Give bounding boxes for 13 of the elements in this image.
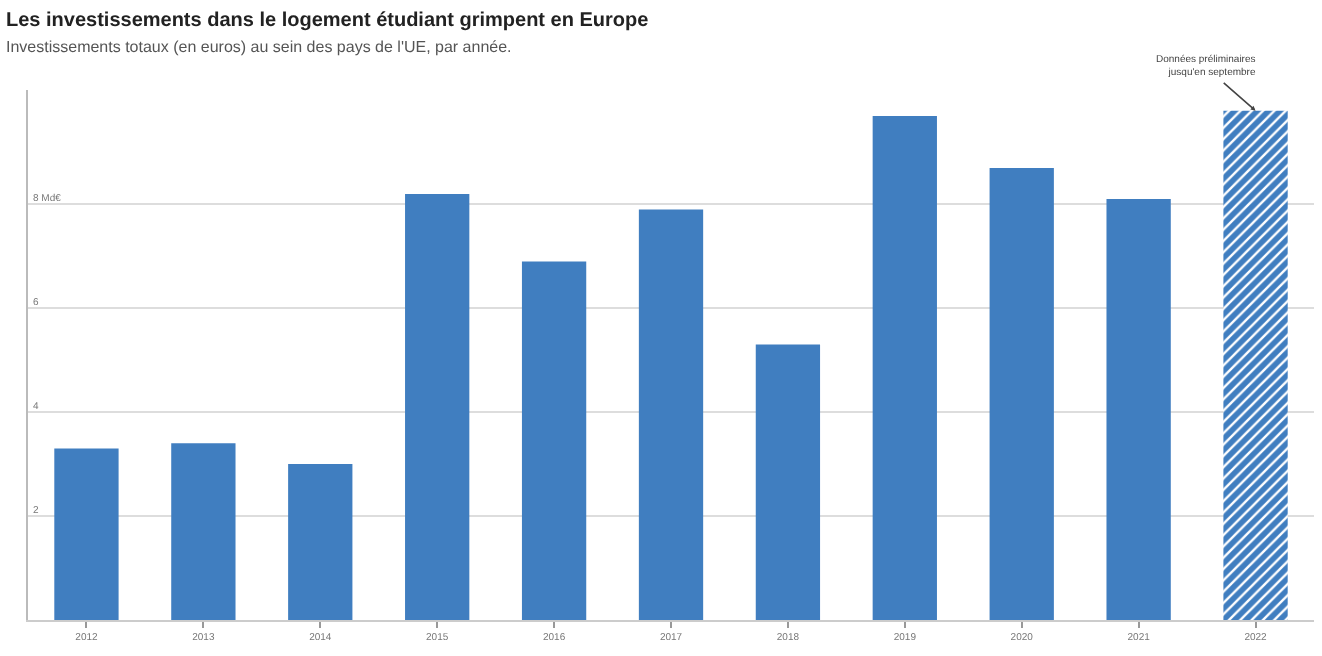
bar bbox=[171, 443, 236, 620]
bar bbox=[405, 193, 470, 620]
bar bbox=[755, 344, 821, 620]
bar bbox=[1223, 110, 1288, 620]
bar bbox=[989, 167, 1054, 620]
bar bbox=[872, 115, 937, 620]
bar bbox=[288, 464, 353, 620]
bar bbox=[521, 261, 587, 620]
chart-subtitle: Investissements totaux (en euros) au sein des pays de l'UE, par année. bbox=[6, 38, 512, 56]
bar bbox=[638, 209, 704, 620]
bar bbox=[1106, 199, 1171, 620]
bar bbox=[54, 448, 119, 620]
chart-title: Les investissements dans le logement étudiant grimpent en Europe bbox=[6, 10, 650, 32]
